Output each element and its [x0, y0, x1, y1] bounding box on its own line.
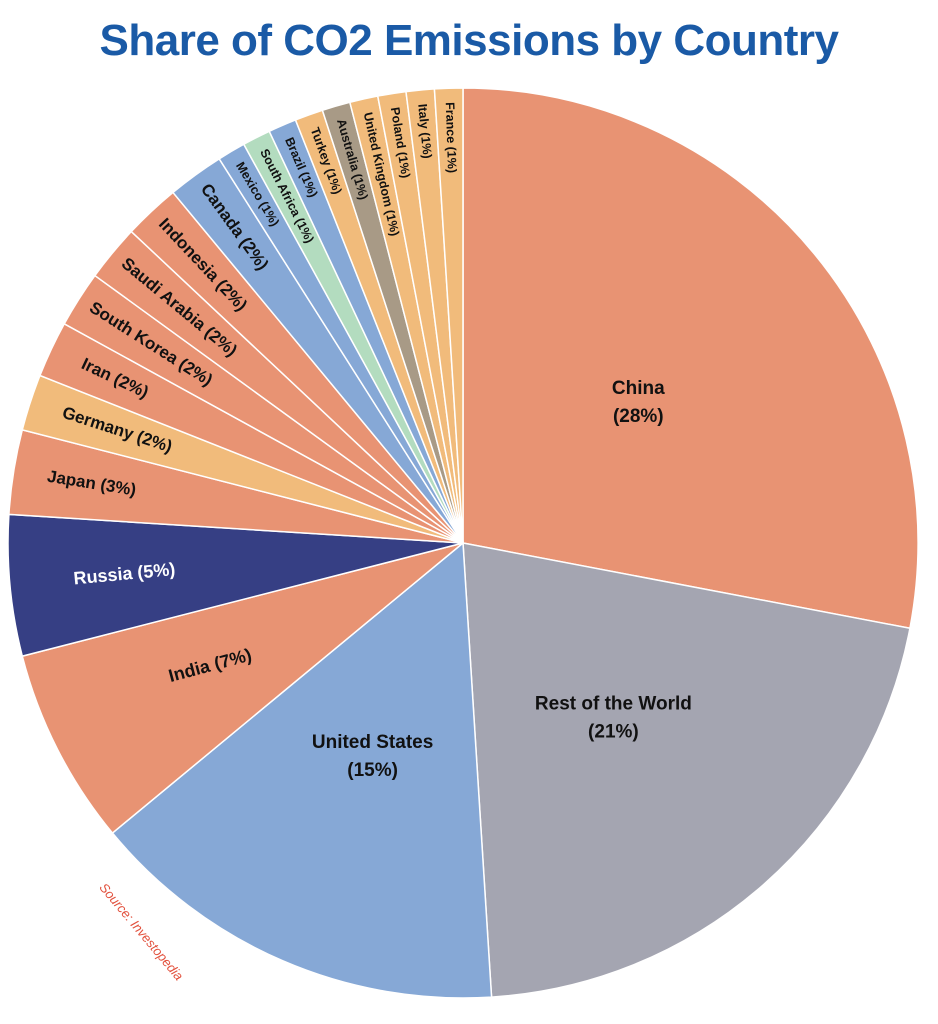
slice-label-name: China — [612, 378, 665, 399]
pie-slices — [7, 87, 919, 999]
pie-slice-united-states — [111, 541, 493, 999]
chart-title: Share of CO2 Emissions by Country — [99, 16, 840, 65]
pie-slice-india — [21, 542, 464, 835]
slice-label-name: United States — [312, 732, 433, 753]
slice-label-name: Rest of the World — [535, 694, 692, 715]
slice-label-rest-of-the-world: Rest of the World (21%) — [535, 694, 692, 743]
slice-label-united-states: United States (15%) — [312, 732, 433, 781]
slice-label-china: China (28%) — [612, 378, 665, 427]
pie-slice-rest-of-the-world — [462, 542, 911, 998]
slice-label-france: France (1%) — [443, 102, 459, 173]
slice-label-value: (21%) — [588, 722, 639, 743]
pie-slice-russia — [7, 513, 464, 658]
slice-label-value: (28%) — [613, 406, 664, 427]
pie-slice-china — [462, 87, 919, 630]
pie-slice-france — [433, 87, 464, 544]
slice-label-value: (15%) — [347, 760, 398, 781]
slice-label-italy: Italy (1%) — [415, 103, 434, 159]
